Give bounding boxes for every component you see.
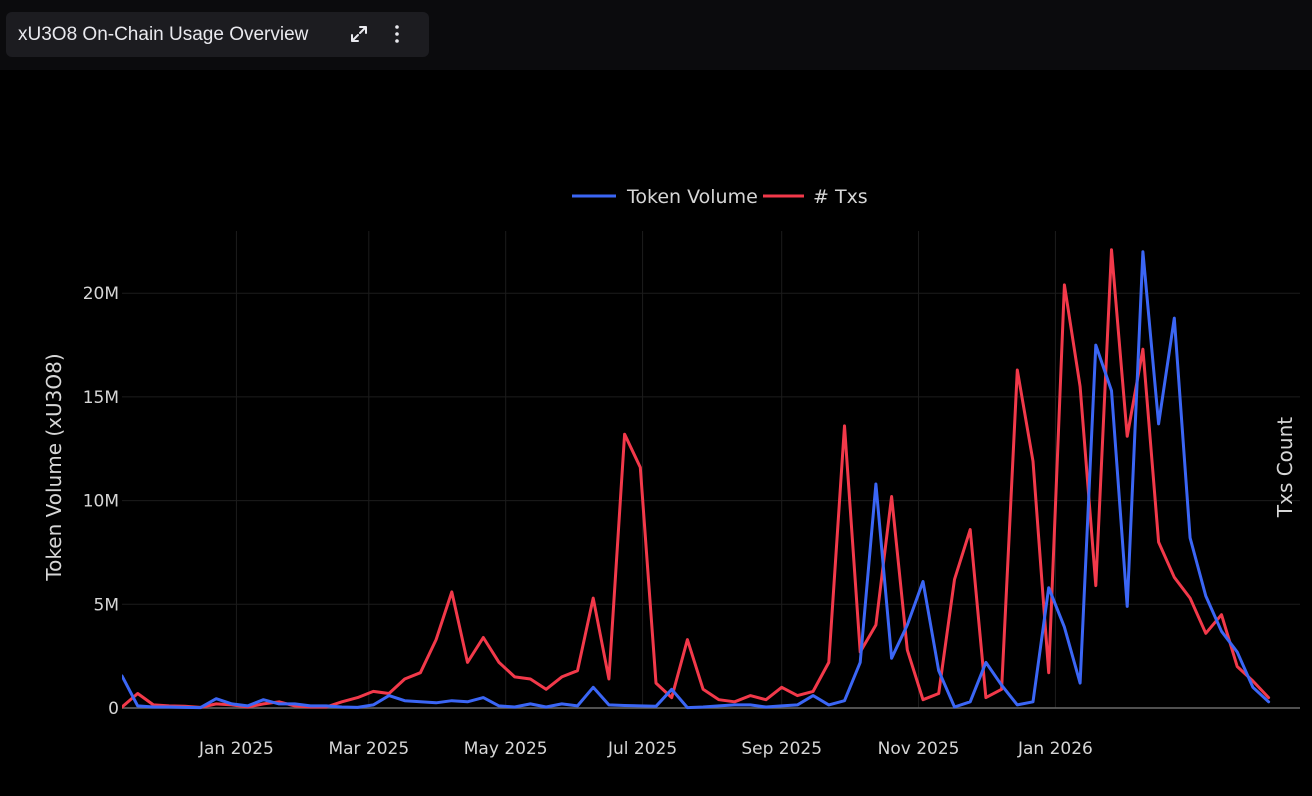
chart-container: Token Volume # Txs Token Volume (xU3O8) …: [0, 70, 1312, 792]
x-tick-label: Jan 2025: [198, 739, 274, 759]
series-line-txs: [122, 248, 1271, 709]
expand-icon[interactable]: [345, 20, 373, 48]
x-tick-label: Jul 2025: [607, 739, 677, 759]
grid-lines: [122, 231, 1300, 708]
x-tick-label: Mar 2025: [328, 739, 409, 759]
y-axis-ticks: 0 5M 10M 15M 20M: [83, 284, 119, 719]
x-tick-label: May 2025: [464, 739, 548, 759]
chart-title-chip: xU3O8 On-Chain Usage Overview: [6, 12, 429, 57]
vertical-dots-icon: [395, 25, 399, 43]
chart-title: xU3O8 On-Chain Usage Overview: [18, 23, 309, 45]
x-tick-label: Sep 2025: [741, 739, 822, 759]
y-axis-label: Token Volume (xU3O8): [42, 353, 66, 581]
legend[interactable]: Token Volume # Txs: [572, 186, 868, 208]
y-tick-label: 10M: [83, 492, 119, 512]
x-tick-label: Nov 2025: [878, 739, 960, 759]
legend-label-token-volume: Token Volume: [626, 186, 758, 208]
y-tick-label: 20M: [83, 284, 119, 304]
top-bar: xU3O8 On-Chain Usage Overview: [0, 0, 1312, 70]
y-tick-label: 15M: [83, 388, 119, 408]
y-tick-label: 0: [108, 699, 119, 719]
series-group: [122, 248, 1271, 710]
more-menu-icon[interactable]: [383, 20, 411, 48]
x-tick-label: Jan 2026: [1017, 739, 1093, 759]
x-axis-ticks: Jan 2025 Mar 2025 May 2025 Jul 2025 Sep 2025…: [198, 739, 1093, 759]
legend-label-txs: # Txs: [813, 186, 868, 208]
line-chart: Token Volume # Txs Token Volume (xU3O8) …: [42, 186, 1300, 759]
y-tick-label: 5M: [94, 595, 119, 615]
expand-icon-glyph: [351, 26, 367, 42]
series-line-token-volume: [122, 250, 1271, 710]
y2-axis-label: Txs Count: [1273, 417, 1297, 518]
